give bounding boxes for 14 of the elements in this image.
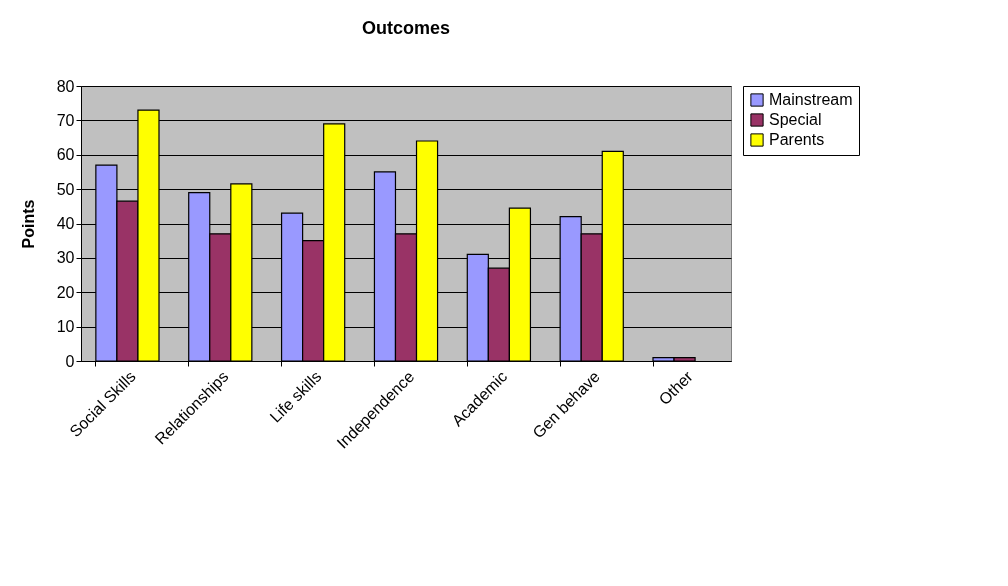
y-tick-label: 10 [56, 318, 75, 336]
legend-label: Special [769, 111, 822, 128]
y-axis-title: Points [19, 199, 37, 249]
y-tick-label: 0 [65, 352, 75, 370]
legend-label: Mainstream [769, 91, 853, 108]
y-tick-label: 50 [56, 180, 75, 198]
y-tick-label: 70 [56, 111, 75, 129]
legend-label: Parents [769, 131, 825, 148]
y-tick-label: 80 [56, 77, 75, 95]
y-tick-label: 60 [56, 146, 75, 164]
y-tick-label: 30 [56, 249, 75, 267]
y-tick-label: 40 [56, 215, 75, 232]
y-tick-label: 20 [56, 283, 75, 301]
chart-title: Outcomes [361, 18, 451, 38]
